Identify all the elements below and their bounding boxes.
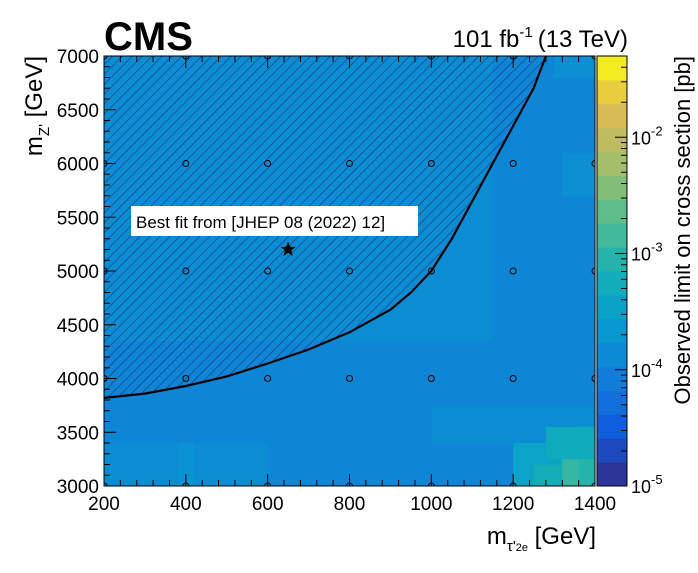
grid-point: [346, 375, 353, 382]
colorbar-band: [597, 438, 627, 463]
y-tick-label: 5500: [57, 208, 99, 229]
x-axis-title: mτ'2e [GeV]: [487, 523, 596, 555]
y-tick-label: 3500: [57, 423, 99, 444]
grid-point: [427, 160, 435, 167]
grid-point: [509, 375, 517, 382]
colorbar-band: [597, 271, 627, 296]
colorbar-band: [597, 56, 627, 81]
colorbar-tick-label: 10-5: [631, 472, 663, 497]
x-axis-title-sub2: 2e: [516, 542, 528, 554]
colorbar-band: [597, 103, 627, 129]
best-fit-group: Best fit from [JHEP 08 (2022) 12]: [131, 206, 418, 256]
y-axis-title: mZ' [GeV]: [21, 56, 53, 156]
x-axis-title-unit: [GeV]: [528, 523, 596, 550]
colorbar-tick-base: 10: [631, 361, 651, 381]
x-tick-label: 800: [334, 494, 366, 515]
x-axis-title-sub: τ': [507, 538, 516, 555]
grid-point: [346, 160, 353, 167]
x-tick-label: 600: [252, 494, 284, 515]
heatmap-cell: [562, 152, 595, 196]
colorbar-tick-base: 10: [631, 245, 651, 265]
colorbar-band: [597, 127, 627, 153]
y-tick-label: 4500: [57, 316, 99, 337]
colorbar-band: [597, 294, 627, 320]
heatmap-cells: [104, 56, 595, 486]
colorbar-tick-label: 10-4: [631, 356, 663, 381]
grid-point: [264, 160, 272, 167]
colorbar-title: Observed limit on cross section [pb]: [670, 56, 695, 404]
colorbar: 10-210-310-410-5: [596, 55, 663, 497]
experiment-label: CMS: [104, 15, 193, 59]
energy-value: (13 TeV): [538, 26, 628, 53]
grid-point: [509, 160, 517, 167]
grid-point: [264, 267, 272, 275]
colorbar-bands: [597, 56, 627, 487]
y-tick-label: 6500: [57, 101, 99, 122]
best-fit-label: Best fit from [JHEP 08 (2022) 12]: [136, 213, 385, 232]
colorbar-band: [597, 414, 627, 439]
luminosity-value: 101 fb: [453, 26, 520, 53]
luminosity-energy-label: 101 fb-1 (13 TeV): [453, 24, 628, 53]
x-tick-label: 200: [88, 494, 120, 515]
colorbar-ticks: 10-210-310-410-5: [615, 55, 663, 497]
colorbar-tick-exponent: -5: [651, 472, 663, 487]
colorbar-band: [597, 175, 627, 200]
y-axis: 3000 3500 4000 4500 5000 5500 6000 6500 7000: [57, 47, 116, 498]
colorbar-band: [597, 199, 627, 224]
colorbar-band: [597, 318, 627, 344]
y-tick-label: 5000: [57, 262, 99, 283]
colorbar-tick-exponent: -2: [651, 123, 663, 138]
best-fit-label-box: [131, 206, 418, 236]
best-fit-star-marker: [280, 241, 296, 256]
colorbar-band: [597, 390, 627, 415]
grid-point: [182, 160, 190, 167]
x-tick-label: 1000: [410, 494, 452, 515]
grid-point: [591, 160, 595, 167]
signal-grid-points: [104, 56, 595, 486]
grid-point: [427, 375, 435, 382]
colorbar-frame: [596, 55, 628, 487]
colorbar-tick-base: 10: [631, 128, 651, 148]
grid-point: [182, 375, 190, 382]
colorbar-tick-label: 10-2: [631, 123, 663, 148]
x-tick-label: 1200: [492, 494, 534, 515]
x-axis: 200 400 600 800 1000 1200 1400: [88, 56, 616, 515]
y-tick-label: 3000: [57, 477, 99, 498]
luminosity-exponent: -1: [519, 24, 532, 41]
y-tick-label: 4000: [57, 370, 99, 391]
colorbar-band: [597, 462, 627, 487]
grid-point: [346, 267, 353, 275]
heatmap-cell: [177, 443, 195, 486]
colorbar-tick-exponent: -4: [651, 356, 663, 371]
colorbar-band: [597, 223, 627, 248]
colorbar-band: [597, 79, 627, 105]
exclusion-contour-line: [104, 56, 547, 399]
heatmap-cell: [267, 443, 309, 486]
grid-point: [427, 267, 435, 275]
colorbar-band: [597, 366, 627, 391]
y-axis-title-sub: Z': [36, 124, 53, 136]
colorbar-band: [597, 342, 627, 368]
colorbar-tick-label: 10-3: [631, 240, 663, 265]
y-axis-title-unit: [GeV]: [21, 56, 48, 124]
y-tick-label: 6000: [57, 155, 99, 176]
grid-point: [591, 375, 595, 382]
colorbar-tick-base: 10: [631, 477, 651, 497]
heatmap-cell: [545, 426, 595, 460]
plot-area: [104, 56, 595, 486]
x-axis-title-base: m: [487, 523, 507, 550]
grid-point: [264, 375, 272, 382]
y-axis-title-base: m: [21, 136, 48, 156]
x-tick-label: 1400: [574, 494, 616, 515]
colorbar-tick-exponent: -3: [651, 240, 663, 255]
x-tick-label: 400: [170, 494, 202, 515]
heatmap-cell: [554, 56, 595, 78]
grid-point: [509, 267, 517, 275]
grid-point: [591, 267, 595, 275]
y-tick-label: 7000: [57, 47, 99, 68]
grid-point: [182, 267, 190, 275]
